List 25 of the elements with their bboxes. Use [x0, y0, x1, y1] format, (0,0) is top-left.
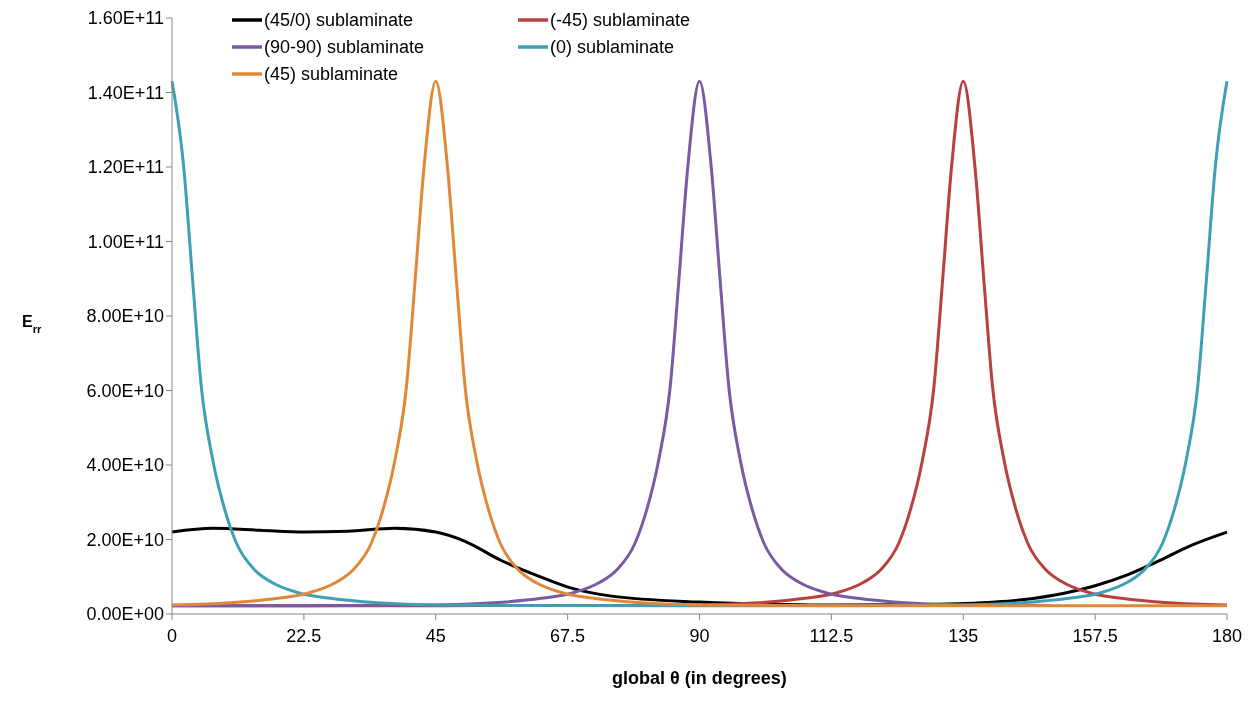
y-axis-title: E$_{rr}$: [22, 313, 43, 335]
legend-label: (45) sublaminate: [264, 64, 399, 85]
x-tick-label: 22.5: [286, 626, 322, 646]
y-tick-label: 8.00E+10: [86, 306, 164, 327]
x-tick-label: 90: [689, 626, 710, 646]
y-tick-label: 2.00E+10: [86, 529, 164, 550]
y-tick-label: 1.00E+11: [87, 231, 164, 252]
x-tick-label: 112.5: [809, 626, 854, 646]
legend-label: (-45) sublaminate: [550, 10, 691, 31]
x-tick-label: 180: [1211, 626, 1243, 646]
y-tick-label: 0.00E+00: [86, 604, 164, 625]
y-tick-label: 6.00E+10: [86, 380, 164, 401]
x-tick-label: 135: [948, 626, 979, 646]
x-axis-title: global θ (in degrees): [612, 668, 787, 688]
y-tick-label: 1.20E+11: [87, 157, 164, 178]
legend-label: (45/0) sublaminate: [264, 10, 414, 31]
legend-label: (0) sublaminate: [550, 37, 675, 58]
y-tick-label: 1.40E+11: [87, 82, 164, 103]
x-tick-label: 157.5: [1072, 626, 1118, 646]
x-tick-label: 67.5: [550, 626, 586, 646]
x-tick-label: 0: [166, 626, 178, 646]
y-tick-label: 4.00E+10: [86, 455, 164, 476]
x-tick-label: 45: [425, 626, 446, 646]
y-tick-label: 1.60E+11: [87, 8, 164, 29]
legend-label: (90-90) sublaminate: [264, 37, 425, 58]
